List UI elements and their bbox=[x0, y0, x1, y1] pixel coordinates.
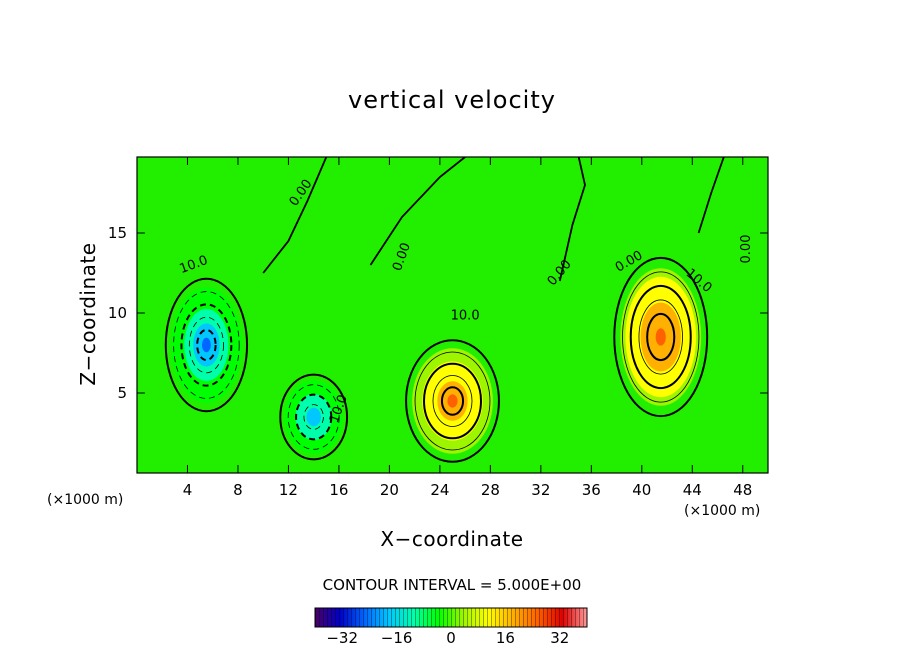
zero-contour-line bbox=[164, 277, 249, 413]
contour-fill-band bbox=[201, 337, 211, 353]
x-tick-label: 16 bbox=[329, 481, 348, 499]
contour-line bbox=[295, 393, 333, 441]
colorbar-frame bbox=[314, 607, 588, 628]
downdraft-cell bbox=[164, 277, 249, 413]
colorbar-tick-label: 0 bbox=[446, 629, 456, 647]
contour-line bbox=[414, 351, 491, 451]
zero-contour-line bbox=[558, 157, 586, 282]
zero-contour-line bbox=[613, 256, 709, 418]
contour-line bbox=[173, 291, 240, 399]
x-tick-label: 20 bbox=[380, 481, 399, 499]
y-tick-label: 10 bbox=[108, 304, 127, 322]
contour-fill-band bbox=[655, 328, 666, 346]
contour-line bbox=[638, 299, 683, 375]
contour-value-label: 10.0 bbox=[451, 309, 480, 324]
colorbar-tick-label: −32 bbox=[326, 629, 358, 647]
x-tick-label: 44 bbox=[683, 481, 702, 499]
zero-contour-line bbox=[279, 373, 349, 461]
contour-line bbox=[629, 284, 692, 390]
contour-line bbox=[303, 404, 324, 430]
x-tick-label: 12 bbox=[279, 481, 298, 499]
colorbar-tick-label: 32 bbox=[550, 629, 569, 647]
contour-line bbox=[188, 316, 224, 374]
updraft-cell bbox=[613, 256, 709, 418]
x-tick-label: 8 bbox=[233, 481, 243, 499]
contour-value-label: 0.00 bbox=[739, 235, 754, 264]
contour-interval-text: CONTOUR INTERVAL = 5.000E+00 bbox=[322, 576, 582, 594]
x-axis-label: X−coordinate bbox=[380, 527, 524, 551]
x-tick-label: 24 bbox=[430, 481, 449, 499]
contour-fill-band bbox=[447, 394, 458, 408]
contour-line bbox=[196, 328, 217, 362]
plot-frame bbox=[136, 156, 769, 474]
updraft-cell bbox=[405, 339, 500, 463]
colorbar: −32 −16 0 16 32 bbox=[314, 607, 588, 647]
colorbar-tick-label: 16 bbox=[496, 629, 515, 647]
x-tick-label: 36 bbox=[582, 481, 601, 499]
colorbar-bands bbox=[315, 608, 587, 627]
contour-line bbox=[180, 303, 233, 387]
x-unit-left: (×1000 m) bbox=[47, 492, 124, 508]
zero-contour-line bbox=[405, 339, 500, 463]
x-tick-label: 4 bbox=[183, 481, 193, 499]
x-tick-label: 32 bbox=[531, 481, 550, 499]
zero-contour-line bbox=[697, 157, 725, 234]
chart-title: vertical velocity bbox=[348, 86, 556, 114]
x-tick-label: 28 bbox=[481, 481, 500, 499]
zero-contour-line bbox=[262, 157, 328, 274]
y-tick-label: 15 bbox=[108, 224, 127, 242]
x-unit-right: (×1000 m) bbox=[684, 503, 761, 519]
contour-line bbox=[423, 362, 482, 440]
colorbar-tick-label: −16 bbox=[381, 629, 413, 647]
downdraft-cell bbox=[279, 373, 349, 461]
x-tick-label: 48 bbox=[733, 481, 752, 499]
y-tick-label: 5 bbox=[117, 384, 127, 402]
contour-line bbox=[622, 271, 700, 403]
zero-contour-line bbox=[369, 157, 466, 266]
contour-line bbox=[646, 312, 676, 362]
plot-area bbox=[137, 157, 768, 473]
contour-line bbox=[287, 384, 340, 450]
x-tick-label: 40 bbox=[632, 481, 651, 499]
contour-fill-band bbox=[310, 412, 318, 422]
contour-line bbox=[432, 375, 473, 427]
contour-line bbox=[440, 386, 465, 416]
